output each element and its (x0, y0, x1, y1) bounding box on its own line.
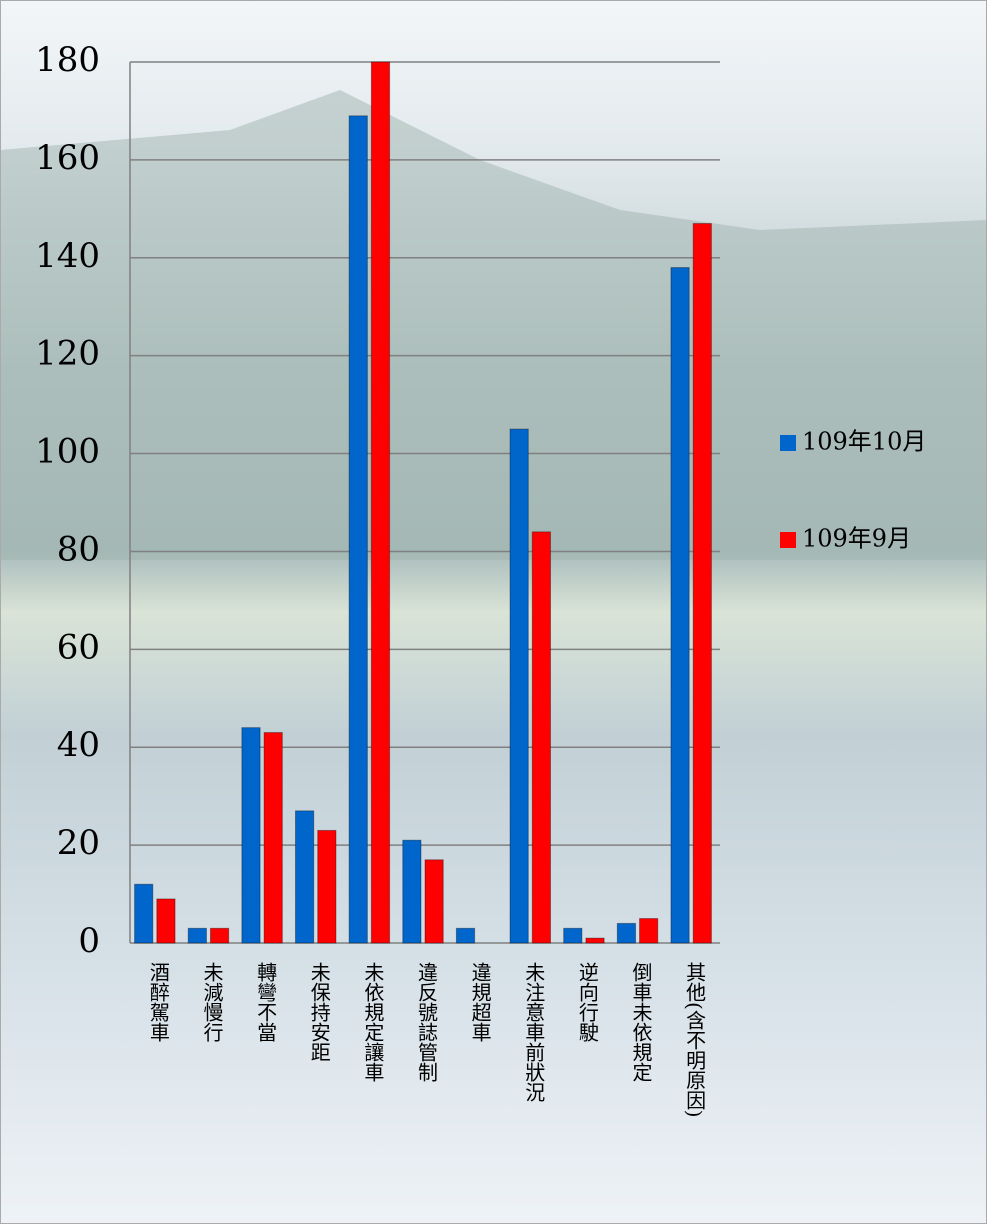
y-tick-label: 0 (78, 921, 100, 961)
y-tick-label: 60 (57, 627, 100, 667)
y-tick-label: 180 (35, 40, 100, 80)
y-tick-label: 120 (35, 334, 100, 374)
x-tick-label: 未保持安距 (307, 962, 331, 1062)
bar (317, 829, 337, 944)
bar (531, 531, 552, 944)
mountain (0, 90, 987, 560)
bar (263, 732, 283, 944)
x-tick-label: 轉彎不當 (254, 962, 278, 1042)
legend-swatch (780, 435, 796, 451)
x-tick-label: 未注意車前狀況 (522, 962, 546, 1102)
bar (134, 883, 154, 944)
x-tick-label: 倒車未依規定 (629, 962, 653, 1082)
x-tick-label: 未減慢行 (200, 962, 224, 1042)
x-tick-label: 違反號誌管制 (415, 962, 439, 1082)
bar (670, 267, 690, 944)
x-tick-label: 違規超車 (468, 962, 492, 1042)
y-tick-label: 80 (57, 529, 100, 569)
y-tick-label: 20 (57, 823, 100, 863)
bar (187, 927, 207, 944)
bar (639, 918, 659, 944)
bar (455, 927, 476, 944)
y-tick-label: 160 (35, 138, 100, 178)
x-tick-label: 其他(含不明原因) (683, 962, 707, 1118)
bar (402, 839, 422, 944)
bar (156, 898, 176, 944)
y-tick-label: 100 (35, 432, 100, 472)
bar (348, 115, 368, 944)
x-tick-label: 未依規定讓車 (361, 962, 385, 1082)
bar (370, 61, 391, 944)
bar (585, 937, 605, 944)
bar (294, 810, 315, 944)
bar (616, 922, 637, 944)
bar (509, 428, 529, 944)
x-tick-label: 酒醉駕車 (146, 962, 170, 1042)
bar (209, 927, 230, 944)
y-tick-label: 140 (35, 236, 100, 276)
x-tick-label: 逆向行駛 (575, 962, 599, 1043)
bar (692, 223, 712, 944)
legend-label: 109年9月 (802, 525, 911, 553)
bar (241, 727, 261, 944)
bar (424, 859, 444, 944)
legend-swatch (780, 532, 796, 548)
bar (563, 927, 583, 944)
y-tick-label: 40 (57, 725, 100, 765)
legend-label: 109年10月 (802, 428, 926, 456)
